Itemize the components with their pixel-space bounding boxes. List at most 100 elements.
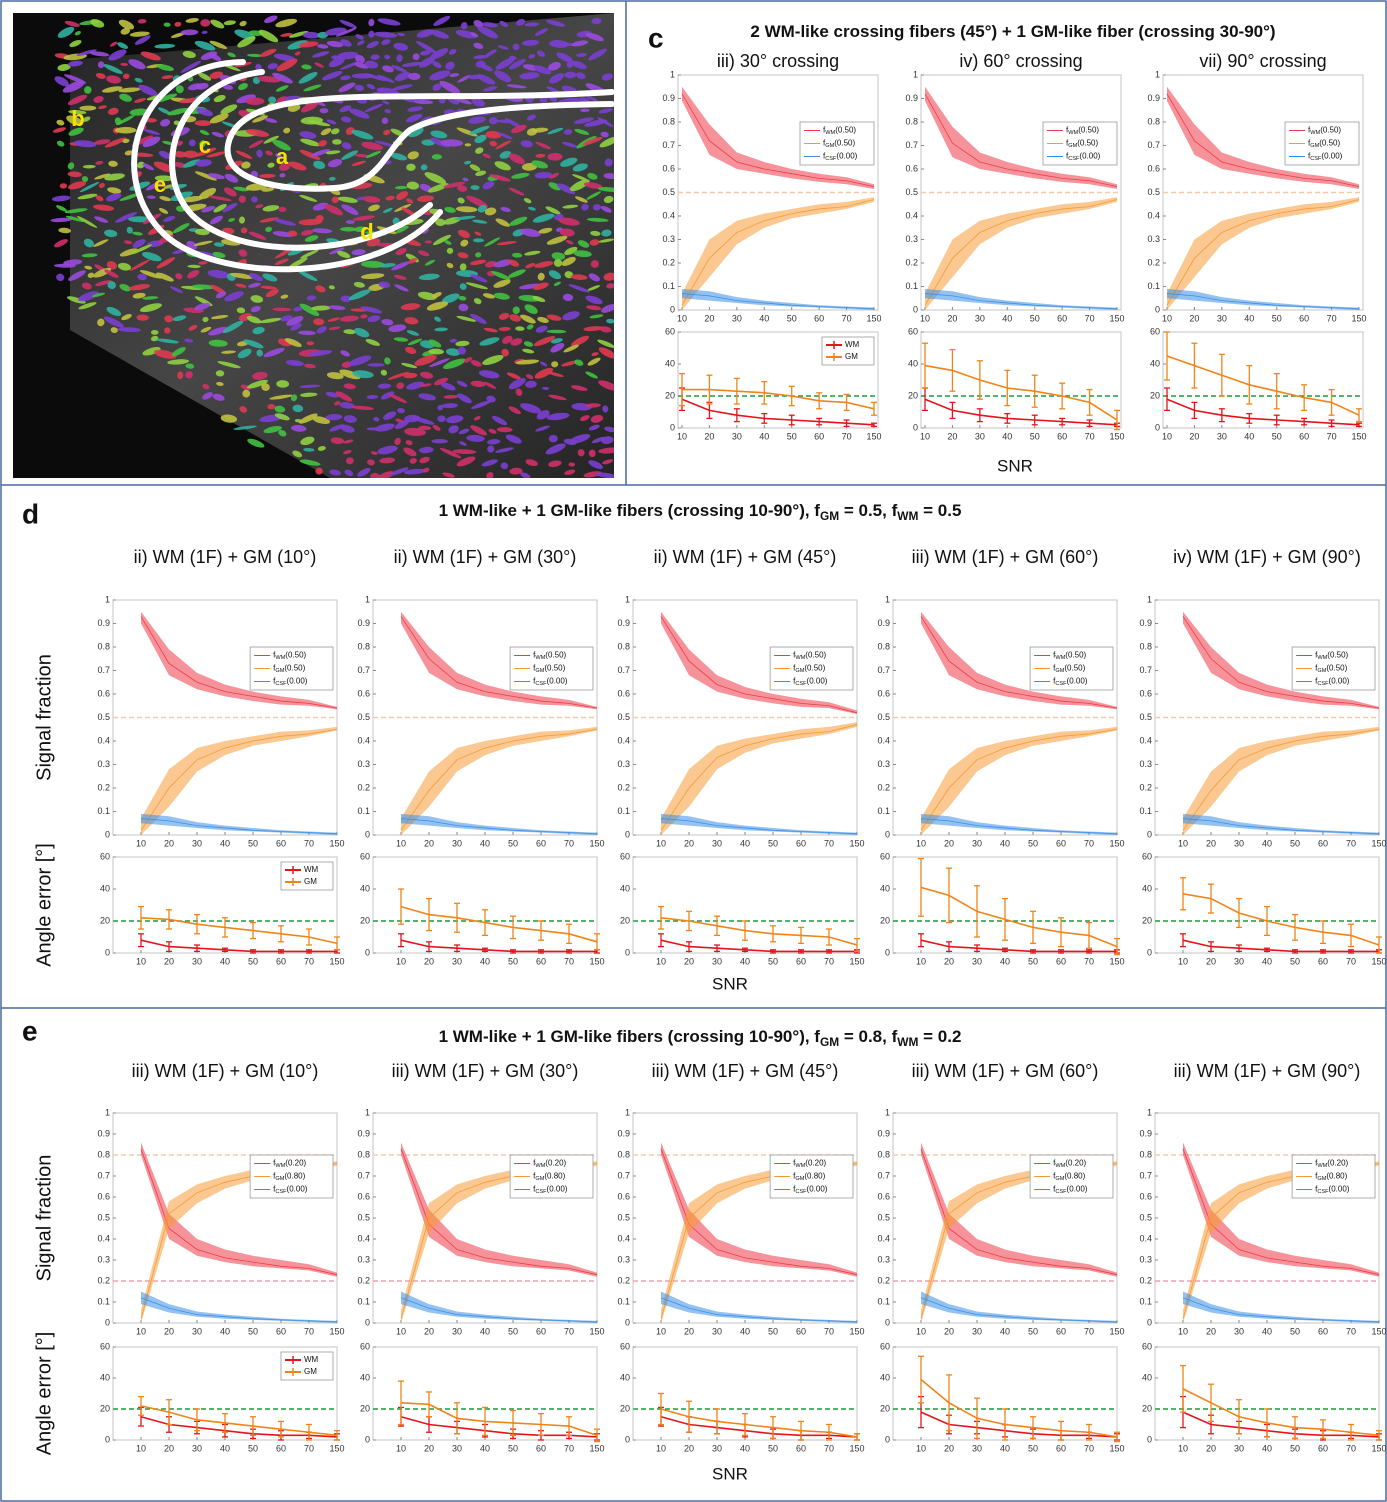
fiber-glyph xyxy=(238,249,248,257)
fiber-glyph xyxy=(201,30,208,34)
fiber-glyph xyxy=(360,260,385,268)
region-label: e xyxy=(154,172,166,197)
confidence-band xyxy=(401,726,597,835)
x-tick-label: 70 xyxy=(1346,956,1356,966)
fiber-glyph xyxy=(368,204,380,212)
fiber-glyph xyxy=(562,293,574,302)
fiber-glyph xyxy=(601,436,614,445)
text-part: 1 WM-like + 1 GM-like fibers (crossing 1… xyxy=(439,1027,821,1046)
fiber-glyph xyxy=(341,142,352,150)
fiber-glyph xyxy=(500,207,511,212)
fiber-glyph xyxy=(163,215,176,222)
fiber-glyph xyxy=(382,207,393,214)
subscript: CSF xyxy=(535,681,547,687)
fiber-glyph xyxy=(216,381,224,387)
x-tick-label: 10 xyxy=(656,956,666,966)
mean-line xyxy=(1182,616,1380,709)
x-tick-label: 40 xyxy=(220,838,230,848)
subplot-title: iii) 30° crossing xyxy=(717,51,839,71)
x-tick-label: 30 xyxy=(972,838,982,848)
subscript: GM xyxy=(1317,668,1326,674)
y-tick-label: 0.8 xyxy=(1139,1149,1152,1159)
subscript: CSF xyxy=(535,1189,547,1195)
fiber-glyph xyxy=(515,359,540,365)
fiber-glyph xyxy=(156,338,179,344)
fiber-glyph xyxy=(215,370,225,377)
fiber-glyph xyxy=(176,140,183,146)
fiber-glyph xyxy=(186,240,198,250)
legend-label: fWM(0.20) xyxy=(273,1159,306,1170)
fiber-glyph xyxy=(470,380,486,388)
fiber-glyph xyxy=(81,176,89,182)
mean-line xyxy=(140,728,338,831)
fiber-glyph xyxy=(442,472,455,478)
mean-line xyxy=(1182,1411,1380,1438)
y-tick-label: 0.9 xyxy=(617,618,630,628)
fiber-glyph xyxy=(273,218,297,226)
fiber-glyph xyxy=(475,147,484,154)
fiber-glyph xyxy=(208,326,228,336)
fiber-glyph xyxy=(298,41,319,48)
y-tick-label: 0 xyxy=(1147,947,1152,957)
y-tick-label: 0.6 xyxy=(357,688,370,698)
fiber-glyph xyxy=(510,338,523,346)
fiber-glyph xyxy=(471,97,485,107)
x-tick-label: 150 xyxy=(849,1443,864,1453)
x-tick-label: 40 xyxy=(740,838,750,848)
fiber-glyph xyxy=(598,347,614,359)
fiber-glyph xyxy=(338,82,356,93)
x-tick-label: 150 xyxy=(1109,431,1124,441)
fiber-glyph xyxy=(208,195,232,201)
y-tick-label: 0.5 xyxy=(357,1212,370,1222)
plot-frame xyxy=(1154,856,1380,954)
y-tick-label: 0.2 xyxy=(357,1275,370,1285)
fiber-glyph xyxy=(524,22,540,27)
x-tick-label: 50 xyxy=(1290,1443,1300,1453)
text-part: f xyxy=(273,1159,276,1168)
fiber-glyph xyxy=(459,441,467,446)
y-tick-label: 40 xyxy=(360,1372,370,1382)
text-part: (0.00) xyxy=(1067,677,1088,686)
x-tick-label: 60 xyxy=(796,956,806,966)
y-tick-label: 0.3 xyxy=(1139,1254,1152,1264)
fiber-glyph xyxy=(501,348,509,357)
y-tick-label: 1 xyxy=(913,69,918,79)
fiber-glyph xyxy=(308,350,332,357)
fiber-glyph xyxy=(262,273,278,282)
y-tick-label: 1 xyxy=(625,1107,630,1117)
x-tick-label: 10 xyxy=(656,1443,666,1453)
fiber-glyph xyxy=(577,240,590,248)
x-tick-label: 10 xyxy=(1178,1326,1188,1336)
fiber-glyph xyxy=(382,65,394,73)
x-tick-label: 150 xyxy=(849,838,864,848)
x-tick-label: 40 xyxy=(220,956,230,966)
fiber-glyph xyxy=(519,72,540,80)
fiber-glyph xyxy=(588,48,607,61)
fiber-glyph xyxy=(54,76,69,87)
fiber-glyph xyxy=(188,324,198,331)
fiber-glyph xyxy=(409,457,417,464)
confidence-band xyxy=(1183,1291,1379,1323)
fiber-glyph xyxy=(267,162,275,168)
fiber-glyph xyxy=(548,460,562,468)
x-tick-label: 30 xyxy=(732,313,742,323)
fiber-glyph xyxy=(94,280,112,287)
y-tick-label: 0.1 xyxy=(1139,806,1152,816)
fiber-glyph xyxy=(262,205,280,212)
fiber-glyph xyxy=(428,339,442,348)
fiber-glyph xyxy=(194,120,212,127)
y-tick-label: 0.2 xyxy=(662,257,675,267)
fiber-glyph xyxy=(588,449,596,458)
y-tick-label: 60 xyxy=(620,1341,630,1351)
fiber-glyph xyxy=(246,315,262,324)
y-tick-label: 0.5 xyxy=(877,1212,890,1222)
fiber-image xyxy=(13,13,614,478)
mean-line xyxy=(920,1148,1118,1276)
fiber-glyph xyxy=(390,152,408,161)
fiber-glyph xyxy=(606,283,614,289)
fiber-glyph xyxy=(598,447,614,454)
x-tick-label: 20 xyxy=(424,956,434,966)
fiber-glyph xyxy=(470,274,488,283)
fiber-glyph xyxy=(570,274,588,280)
fiber-glyph xyxy=(269,394,293,400)
